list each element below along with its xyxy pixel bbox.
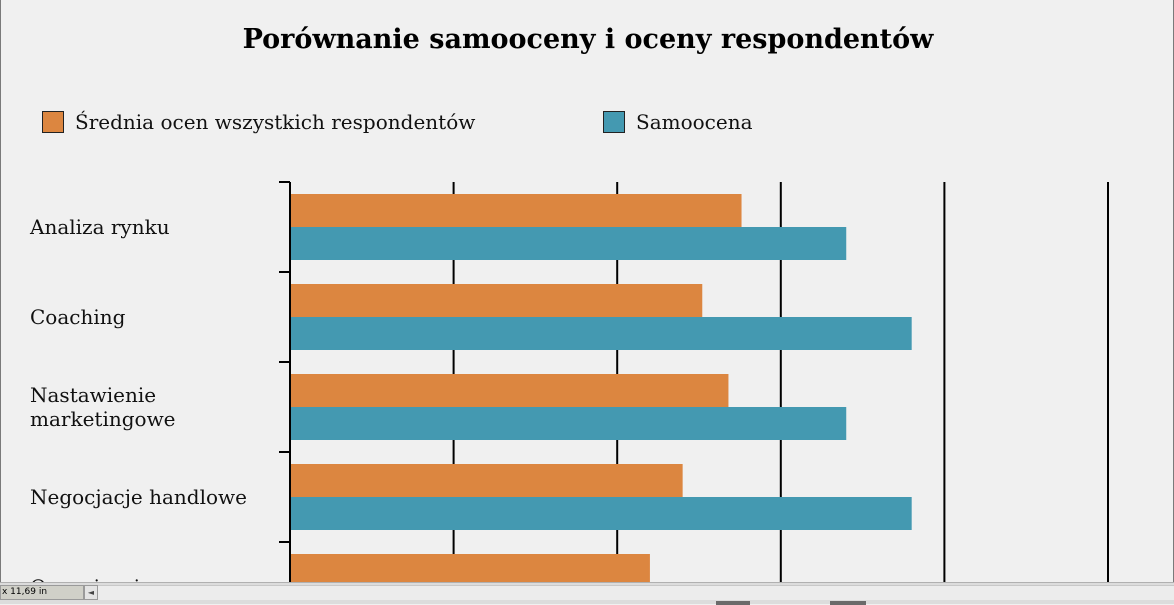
- bar-self: [290, 317, 912, 350]
- bar-average: [290, 194, 742, 227]
- chart-frame: Porównanie samooceny i oceny respondentó…: [0, 0, 1174, 582]
- category-label: Negocjacje handlowe: [30, 485, 247, 509]
- status-bar: x 11,69 in ◄: [0, 582, 1174, 605]
- bar-chart-plot: Analiza rynku Coaching Nastawieniemarketin…: [29, 181, 1109, 582]
- legend-label-average: Średnia ocen wszystkich respondentów: [75, 110, 476, 134]
- page-size-field: x 11,69 in: [0, 585, 84, 600]
- legend-swatch-self: [603, 111, 625, 133]
- bar-average: [290, 284, 703, 317]
- scroll-marker: [716, 601, 750, 605]
- legend-item-self: Samoocena: [603, 109, 753, 135]
- bar-self: [290, 227, 847, 260]
- category-label: marketingowe: [30, 407, 176, 431]
- legend-swatch-average: [42, 111, 64, 133]
- legend-item-average: Średnia ocen wszystkich respondentów: [42, 109, 475, 135]
- horizontal-scrollbar[interactable]: [98, 585, 1174, 600]
- bar-self: [290, 497, 912, 530]
- category-label: Analiza rynku: [29, 215, 170, 239]
- chart-title: Porównanie samooceny i oceny respondentó…: [242, 24, 934, 55]
- category-label: Nastawienie: [30, 383, 156, 407]
- category-label: Organizacja pracy: [30, 575, 216, 582]
- bar-average: [290, 464, 683, 497]
- legend-label-self: Samoocena: [636, 110, 753, 134]
- scroll-left-button[interactable]: ◄: [84, 585, 98, 600]
- bar-self: [290, 407, 847, 440]
- bar-average: [290, 554, 650, 582]
- category-label: Coaching: [30, 305, 126, 329]
- scroll-marker: [830, 601, 866, 605]
- bar-average: [290, 374, 729, 407]
